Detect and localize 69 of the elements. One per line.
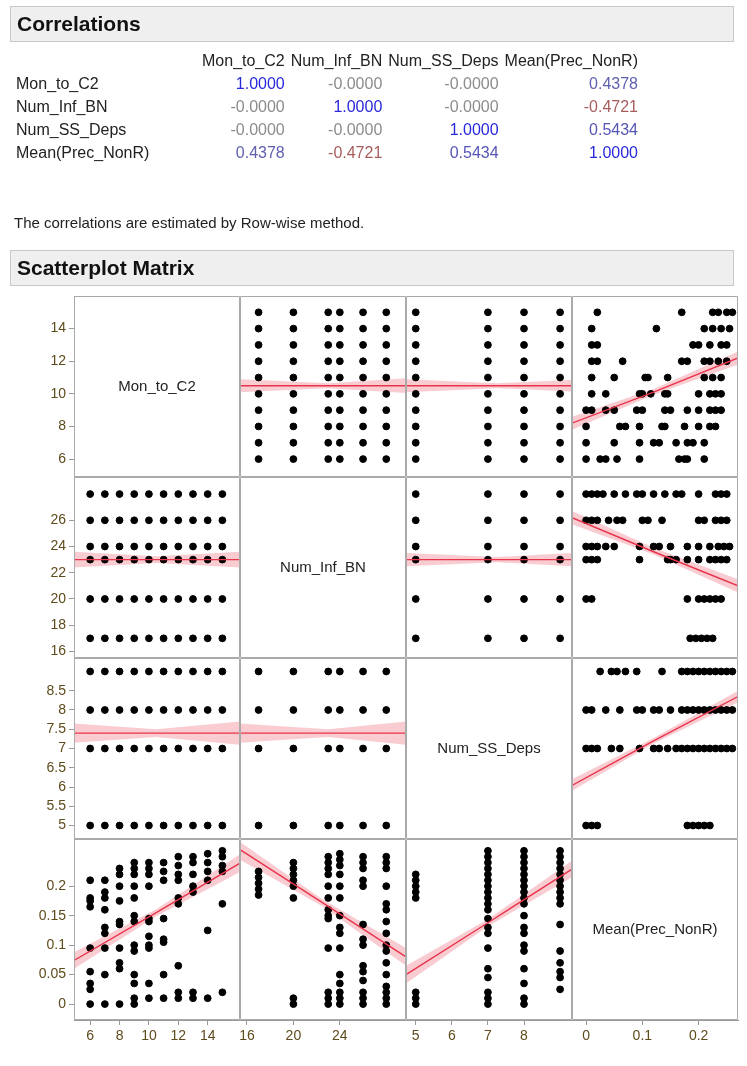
data-label: -0.0000 [327,120,383,140]
y-tick-label: 0.2 [46,877,67,894]
x-tick-label: 5 [411,1027,420,1044]
y-tick-label: 6 [58,449,67,466]
x-tick-label: Mean(Prec_NonR) [503,51,638,71]
x-tick-label: 0 [582,1027,591,1044]
x-tick-label: 10 [141,1027,157,1044]
y-tick-label: 0.15 [38,906,67,923]
data-label: -0.0000 [327,74,383,94]
x-tick-label: 14 [199,1027,216,1044]
chart-title: Correlations [10,6,734,42]
y-tick-label: 12 [50,352,67,369]
y-tick-label: 26 [50,511,67,528]
y-tick-label: 24 [50,537,67,554]
text: The correlations are estimated by Row-wise method. [14,214,365,231]
text: Num_Inf_BN [280,557,366,575]
text: Num_SS_Deps [437,738,541,756]
x-tick-label: 6 [447,1027,456,1044]
y-tick-label: 5.5 [46,797,67,814]
data-label: -0.0000 [229,97,285,117]
data-label: -0.0000 [229,120,285,140]
y-tick-label: 16 [50,642,67,659]
y-tick-label: 18 [50,616,67,633]
y-tick-label: 14 [50,319,67,336]
data-label: 0.5434 [588,120,638,140]
data-label: 0.4378 [234,143,285,163]
y-tick-label: 22 [50,563,67,580]
x-tick-label: 12 [170,1027,187,1044]
y-tick-label: 7.5 [46,720,67,737]
y-tick-label: 7 [58,739,67,756]
data-label: 0.5434 [448,143,499,163]
x-tick-label: 7 [484,1027,493,1044]
y-tick-label: 0.1 [46,935,67,952]
x-tick-label: 24 [332,1027,348,1044]
y-tick-label: 8.5 [46,681,67,698]
y-tick-label: 5 [58,816,67,833]
x-tick-label: Num_SS_Deps [387,51,499,71]
x-tick-label: Mon_to_C2 [201,51,285,71]
y-tick-label: Num_Inf_BN [15,97,109,117]
data-label: 1.0000 [332,97,383,117]
annotation: Mon_to_C2 [118,376,196,394]
x-tick-label: 0.2 [688,1027,709,1044]
x-tick-label: 0.1 [632,1027,653,1044]
data-label: -0.0000 [443,97,499,117]
data-label: 1.0000 [448,120,499,140]
data-label: -0.4721 [582,97,638,117]
x-tick-label: 8 [520,1027,529,1044]
y-tick-label: 8 [58,417,67,434]
x-tick-label: 8 [115,1027,124,1044]
chart-title: Scatterplot Matrix [10,250,734,286]
annotation: Mean(Prec_NonR) [592,919,718,937]
x-tick-label: 20 [285,1027,302,1044]
y-tick-label: 8 [58,700,67,717]
y-tick-label: 0 [58,994,67,1011]
y-tick-label: 20 [50,589,67,606]
y-tick-label: 10 [50,384,67,401]
x-tick-label: Num_Inf_BN [289,51,383,71]
y-tick-label: Mean(Prec_NonR) [15,143,151,163]
x-tick-label: 16 [239,1027,255,1044]
y-tick-label: 0.05 [38,965,67,982]
data-label: -0.0000 [443,74,499,94]
data-label: 1.0000 [588,143,638,163]
data-label: 0.4378 [588,74,638,94]
y-tick-label: 6.5 [46,758,67,775]
y-tick-label: Num_SS_Deps [15,120,128,140]
data-label: 1.0000 [234,74,285,94]
y-tick-label: 6 [58,777,67,794]
data-label: -0.4721 [327,143,383,163]
y-tick-label: Mon_to_C2 [15,74,100,94]
